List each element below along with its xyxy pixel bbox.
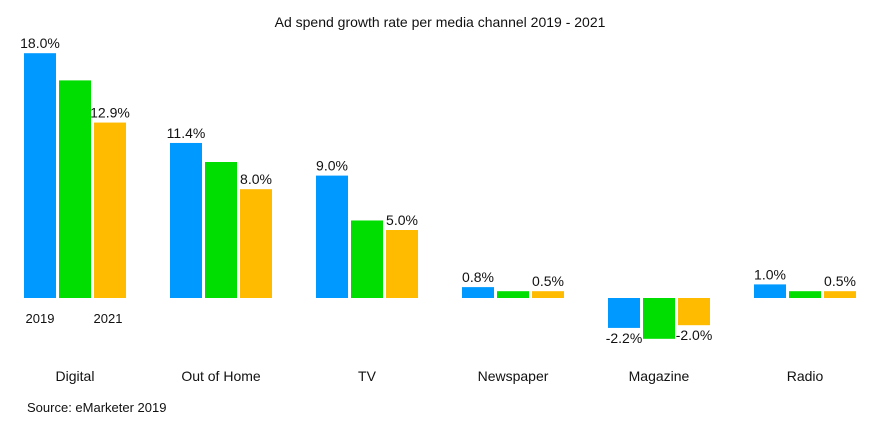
data-label: 8.0% — [240, 171, 272, 187]
bar-tv-0 — [316, 175, 348, 298]
bar-magazine-1 — [643, 298, 675, 339]
data-label: 1.0% — [754, 266, 786, 282]
series-label-2019: 2019 — [26, 311, 55, 326]
bar-newspaper-0 — [462, 287, 494, 298]
bar-radio-0 — [754, 284, 786, 298]
category-label: Digital — [56, 368, 95, 384]
bar-radio-2 — [824, 291, 856, 298]
data-label: 11.4% — [167, 125, 206, 141]
chart-title: Ad spend growth rate per media channel 2… — [275, 14, 606, 30]
bar-digital-2 — [94, 122, 126, 298]
data-label: 5.0% — [386, 212, 418, 228]
data-label: 9.0% — [316, 158, 348, 174]
bar-newspaper-2 — [532, 291, 564, 298]
bar-out-of-home-1 — [205, 162, 237, 298]
series-label-2021: 2021 — [94, 311, 123, 326]
data-label: 0.8% — [462, 269, 494, 285]
bar-magazine-2 — [678, 298, 710, 326]
data-label: -2.0% — [676, 327, 713, 343]
category-label: Magazine — [629, 368, 690, 384]
data-label: 0.5% — [824, 273, 856, 289]
bar-newspaper-1 — [497, 291, 529, 298]
category-label: Out of Home — [181, 368, 261, 384]
category-label: Newspaper — [478, 368, 549, 384]
bar-digital-0 — [24, 53, 56, 299]
bar-magazine-0 — [608, 298, 640, 328]
category-label: Radio — [787, 368, 824, 384]
data-label: 12.9% — [90, 105, 130, 121]
bar-out-of-home-0 — [170, 142, 202, 298]
bar-out-of-home-2 — [240, 189, 272, 298]
bar-digital-1 — [59, 80, 91, 299]
data-label: -2.2% — [606, 330, 643, 346]
data-label: 18.0% — [20, 35, 60, 51]
bar-radio-1 — [789, 291, 821, 298]
data-label: 0.5% — [532, 273, 564, 289]
category-label: TV — [358, 368, 377, 384]
bar-tv-1 — [351, 220, 383, 298]
source-note: Source: eMarketer 2019 — [27, 400, 166, 415]
bar-tv-2 — [386, 230, 418, 298]
